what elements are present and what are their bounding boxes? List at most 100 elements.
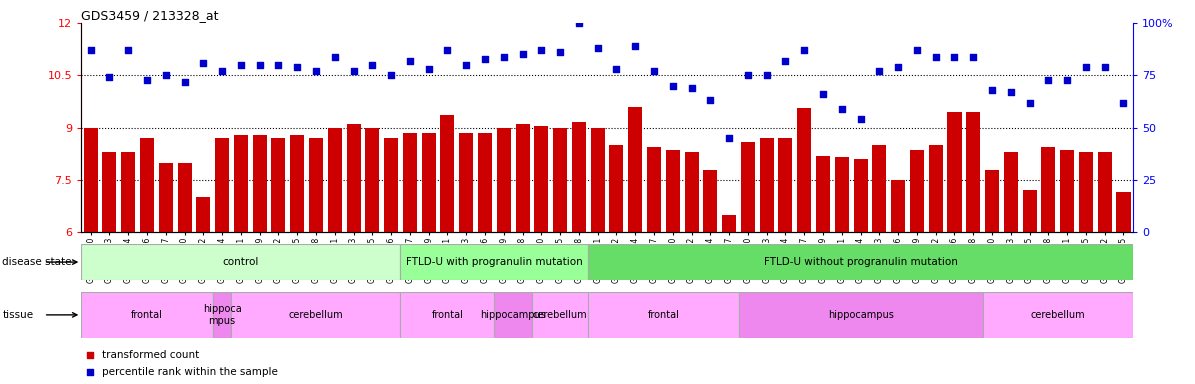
Point: [437, 47, 456, 53]
Bar: [103, 152, 116, 232]
Point: [381, 72, 400, 78]
Bar: [982, 292, 1133, 338]
Point: [1058, 76, 1077, 83]
Point: [157, 72, 176, 78]
Point: [81, 369, 99, 375]
Bar: [685, 152, 699, 232]
Point: [626, 43, 645, 49]
Bar: [366, 127, 379, 232]
Text: transformed count: transformed count: [103, 350, 200, 360]
Bar: [909, 151, 924, 232]
Bar: [515, 124, 529, 232]
Point: [194, 60, 213, 66]
Bar: [121, 152, 135, 232]
Point: [700, 98, 719, 104]
Text: FTLD-U with progranulin mutation: FTLD-U with progranulin mutation: [406, 257, 583, 267]
Bar: [629, 107, 642, 232]
Point: [363, 62, 382, 68]
Point: [250, 62, 269, 68]
Point: [1021, 99, 1040, 106]
Bar: [741, 142, 755, 232]
Point: [532, 47, 551, 53]
Point: [1095, 64, 1114, 70]
Point: [513, 51, 532, 58]
Bar: [271, 138, 286, 232]
Text: tissue: tissue: [2, 310, 33, 320]
Point: [982, 87, 1001, 93]
Bar: [81, 292, 213, 338]
Text: GDS3459 / 213328_at: GDS3459 / 213328_at: [81, 9, 219, 22]
Point: [644, 68, 663, 74]
Point: [569, 20, 588, 26]
Point: [588, 45, 607, 51]
Bar: [835, 157, 848, 232]
Bar: [704, 170, 717, 232]
Point: [400, 58, 419, 64]
Bar: [384, 138, 398, 232]
Bar: [534, 126, 549, 232]
Point: [232, 62, 251, 68]
Point: [870, 68, 889, 74]
Point: [213, 68, 232, 74]
Point: [81, 47, 100, 53]
Point: [889, 64, 908, 70]
Bar: [495, 292, 532, 338]
Point: [419, 66, 439, 72]
Point: [81, 352, 99, 358]
Point: [1001, 89, 1021, 95]
Bar: [666, 151, 680, 232]
Point: [1038, 76, 1058, 83]
Bar: [553, 127, 568, 232]
Bar: [497, 127, 510, 232]
Bar: [215, 138, 229, 232]
Point: [832, 106, 851, 112]
Point: [306, 68, 325, 74]
Point: [607, 66, 626, 72]
Text: FTLD-U without progranulin mutation: FTLD-U without progranulin mutation: [764, 257, 957, 267]
Bar: [646, 147, 661, 232]
Point: [551, 49, 570, 55]
Bar: [1060, 151, 1074, 232]
Bar: [948, 112, 962, 232]
Point: [174, 79, 194, 85]
Bar: [1079, 152, 1093, 232]
Bar: [590, 127, 605, 232]
Bar: [347, 124, 361, 232]
Point: [663, 83, 682, 89]
Point: [682, 85, 701, 91]
Text: hippocampus: hippocampus: [828, 310, 894, 320]
Bar: [234, 135, 247, 232]
Text: frontal: frontal: [131, 310, 163, 320]
Bar: [722, 215, 736, 232]
Bar: [252, 135, 266, 232]
Bar: [929, 145, 943, 232]
Bar: [588, 244, 1133, 280]
Text: hippocampus: hippocampus: [480, 310, 546, 320]
Bar: [797, 109, 811, 232]
Point: [456, 62, 476, 68]
Point: [907, 47, 926, 53]
Bar: [140, 138, 154, 232]
Bar: [985, 170, 999, 232]
Bar: [84, 127, 98, 232]
Bar: [967, 112, 980, 232]
Point: [1114, 99, 1133, 106]
Text: cerebellum: cerebellum: [1030, 310, 1085, 320]
Text: disease state: disease state: [2, 257, 72, 267]
Bar: [609, 145, 624, 232]
Point: [118, 47, 137, 53]
Bar: [310, 138, 323, 232]
Text: frontal: frontal: [431, 310, 464, 320]
Point: [137, 76, 157, 83]
Point: [963, 53, 982, 60]
Text: cerebellum: cerebellum: [289, 310, 343, 320]
Point: [926, 53, 945, 60]
Text: hippoca
mpus: hippoca mpus: [203, 304, 241, 326]
Point: [758, 72, 777, 78]
Bar: [1004, 152, 1018, 232]
Bar: [891, 180, 905, 232]
Bar: [213, 292, 232, 338]
Bar: [1041, 147, 1055, 232]
Point: [1077, 64, 1096, 70]
Bar: [816, 156, 831, 232]
